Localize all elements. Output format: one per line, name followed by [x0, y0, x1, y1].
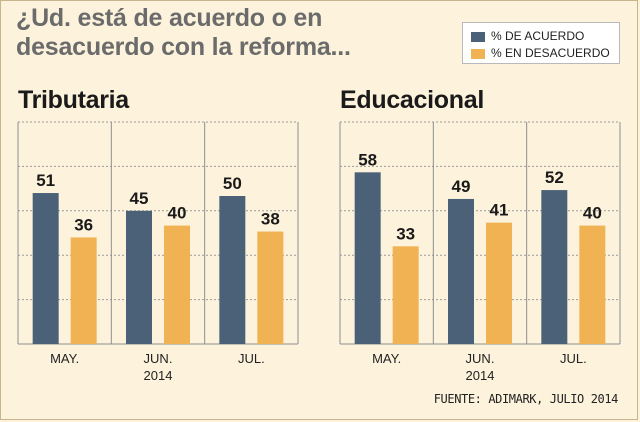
chart-panel-0: 51 36 MAY. 45 40 JUN. 2014 50 38 JUL. [17, 121, 299, 383]
title-line-2: desacuerdo con la reforma... [16, 33, 351, 61]
legend-swatch-desacuerdo [471, 48, 485, 59]
legend-item-acuerdo: % DE ACUERDO [471, 29, 584, 43]
bar-value-label: 51 [36, 171, 55, 190]
bar-value-label: 50 [223, 174, 242, 193]
chart-panel-1: 58 33 MAY. 49 41 JUN. 2014 52 40 JUL. [339, 121, 621, 383]
bar-value-label: 40 [168, 204, 187, 223]
bar-value-label: 58 [358, 150, 377, 169]
bar-acuerdo [126, 210, 152, 344]
legend-label-desacuerdo: % EN DESACUERDO [491, 46, 610, 60]
bar-value-label: 33 [396, 224, 415, 243]
legend-item-desacuerdo: % EN DESACUERDO [471, 46, 610, 60]
x-tick-label: JUN. [466, 351, 495, 366]
bar-acuerdo [219, 196, 246, 344]
title-line-1: ¿Ud. está de acuerdo o en [16, 4, 323, 32]
panel-title-educacional: Educacional [340, 86, 484, 114]
bar-desacuerdo [164, 225, 190, 344]
bar-acuerdo [448, 198, 474, 344]
panel-title-tributaria: Tributaria [18, 86, 129, 114]
source-note: FUENTE: ADIMARK, JULIO 2014 [433, 392, 619, 406]
x-tick-label: JUL. [560, 351, 587, 366]
bar-acuerdo [354, 172, 381, 344]
bar-value-label: 38 [261, 210, 280, 229]
bar-value-label: 52 [545, 168, 564, 187]
x-tick-label: MAY. [50, 351, 79, 366]
x-tick-label: MAY. [372, 351, 401, 366]
bar-desacuerdo [486, 222, 512, 344]
bar-acuerdo [32, 193, 59, 344]
bar-desacuerdo [70, 237, 97, 344]
bar-value-label: 40 [583, 204, 602, 223]
bar-value-label: 36 [74, 215, 93, 234]
bar-value-label: 49 [452, 177, 471, 196]
legend-label-acuerdo: % DE ACUERDO [491, 29, 585, 43]
x-tick-label: JUL. [238, 351, 265, 366]
x-tick-label: JUN. [144, 351, 173, 366]
bar-acuerdo [541, 190, 568, 344]
legend-swatch-acuerdo [471, 31, 485, 42]
bar-desacuerdo [257, 231, 284, 344]
bar-value-label: 45 [130, 189, 149, 208]
chart-title: ¿Ud. está de acuerdo o en desacuerdo con… [16, 4, 436, 62]
legend: % DE ACUERDO % EN DESACUERDO [462, 22, 620, 64]
bar-desacuerdo [579, 225, 606, 344]
bar-value-label: 41 [490, 201, 509, 220]
bar-desacuerdo [392, 246, 419, 344]
x-tick-label: 2014 [144, 368, 173, 383]
x-tick-label: 2014 [466, 368, 495, 383]
